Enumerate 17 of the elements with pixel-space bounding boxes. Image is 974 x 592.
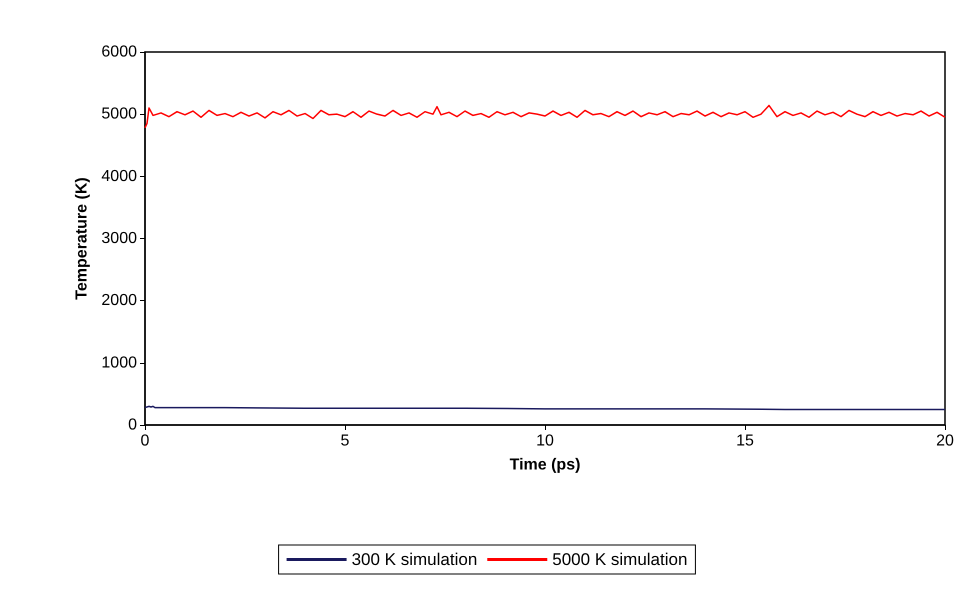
y-tick-label: 6000 xyxy=(101,44,138,60)
x-tick-label: 20 xyxy=(936,432,954,450)
x-axis-title: Time (ps) xyxy=(510,456,580,474)
y-tick-label: 1000 xyxy=(101,354,138,372)
x-tick-label: 10 xyxy=(536,432,554,450)
legend-label: 5000 K simulation xyxy=(552,550,688,569)
y-tick-label: 5000 xyxy=(101,106,138,123)
line-series xyxy=(144,104,946,129)
y-tick-label: 3000 xyxy=(101,230,138,247)
y-tick-label: 0 xyxy=(128,416,138,434)
y-tick-label: 4000 xyxy=(101,168,138,185)
x-tick-label: 5 xyxy=(340,432,350,450)
y-tick-label: 2000 xyxy=(101,292,138,310)
legend-label: 300 K simulation xyxy=(352,550,478,569)
y-axis-title: Temperature (K) xyxy=(74,177,90,300)
x-tick-label: 15 xyxy=(736,432,754,450)
x-tick-label: 0 xyxy=(140,432,150,450)
